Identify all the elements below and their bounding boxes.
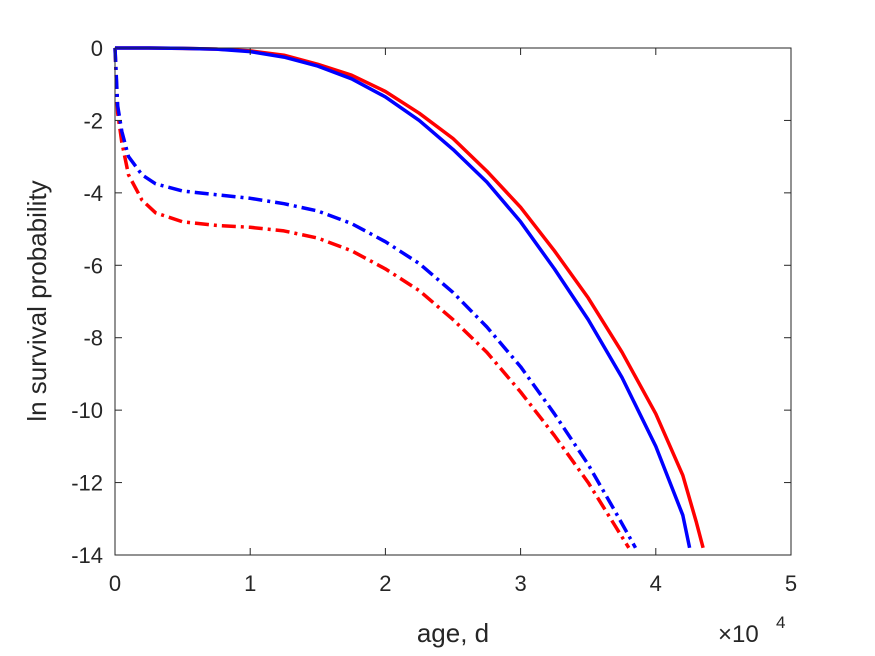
x-axis-label: age, d — [417, 618, 489, 648]
x-tick-label: 1 — [244, 571, 256, 596]
y-tick-label: -10 — [71, 398, 103, 423]
x-tick-label: 5 — [785, 571, 797, 596]
series-layer — [113, 46, 705, 549]
x-tick-label: 4 — [650, 571, 662, 596]
y-tick-label: -12 — [71, 471, 103, 496]
y-tick-label: -8 — [83, 326, 103, 351]
y-tick-label: 0 — [91, 36, 103, 61]
y-tick-label: -14 — [71, 543, 103, 568]
x-tick-label: 2 — [379, 571, 391, 596]
x-multiplier-base: ×10 — [718, 621, 759, 648]
y-tick-label: -6 — [83, 253, 103, 278]
y-tick-label: -2 — [83, 108, 103, 133]
x-tick-label: 0 — [109, 571, 121, 596]
x-multiplier-exponent: 4 — [776, 613, 785, 632]
axes-box — [114, 47, 792, 556]
tick-layer: 0 1 2 3 4 5 0 -2 -4 -6 -8 -10 -12 -14 — [71, 36, 797, 596]
y-axis-label: ln survival probability — [22, 180, 52, 421]
series-line-4 — [113, 47, 638, 549]
y-tick-label: -4 — [83, 181, 103, 206]
series-line-3 — [113, 47, 631, 549]
x-tick-label: 3 — [514, 571, 526, 596]
plot-background — [115, 48, 791, 555]
series-line-2 — [115, 46, 692, 549]
